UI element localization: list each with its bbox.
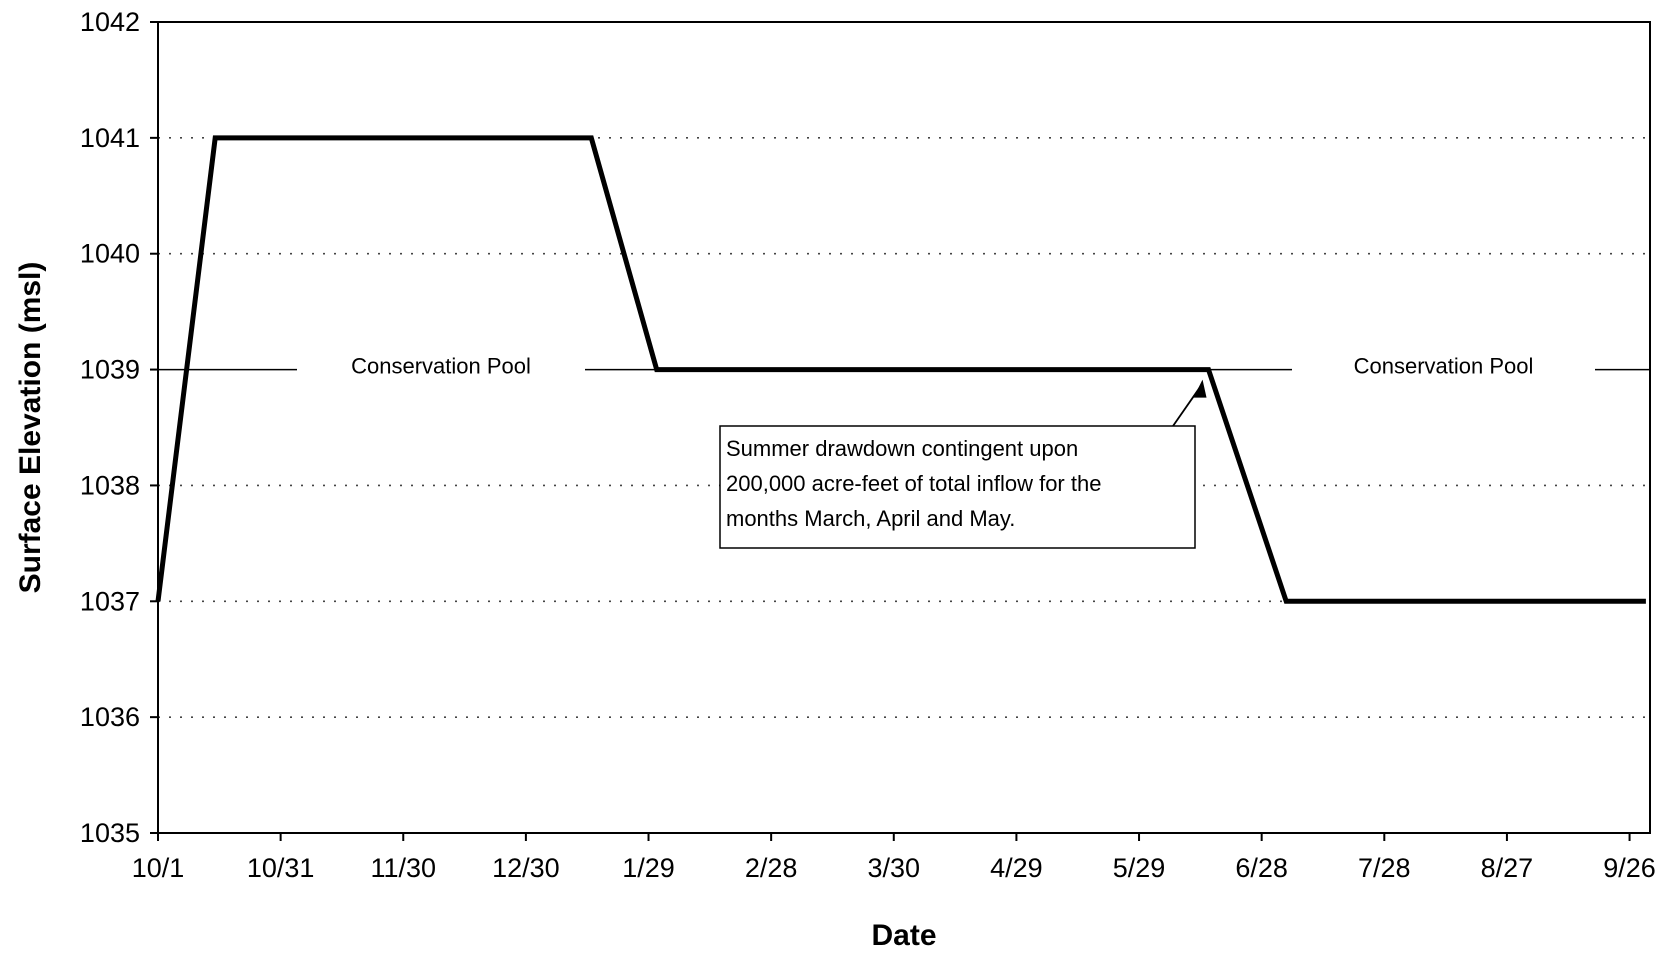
x-tick-label: 7/28 bbox=[1358, 853, 1411, 883]
x-tick-label: 11/30 bbox=[370, 853, 436, 883]
plot-frame bbox=[157, 21, 1651, 834]
x-tick-label: 1/29 bbox=[622, 853, 675, 883]
y-axis-title: Surface Elevation (msl) bbox=[14, 262, 47, 594]
x-tick-label: 3/30 bbox=[867, 853, 920, 883]
x-tick-label: 9/26 bbox=[1603, 853, 1656, 883]
x-tick-label: 10/31 bbox=[247, 853, 315, 883]
y-tick-label: 1037 bbox=[80, 586, 140, 616]
conservation-pool-label: Conservation Pool bbox=[1354, 354, 1534, 379]
x-tick-label: 10/1 bbox=[132, 853, 185, 883]
annotation-text-line: months March, April and May. bbox=[726, 506, 1015, 531]
x-axis-title: Date bbox=[871, 919, 936, 952]
x-tick-label: 5/29 bbox=[1113, 853, 1166, 883]
y-tick-label: 1040 bbox=[80, 239, 140, 269]
x-tick-label: 2/28 bbox=[745, 853, 798, 883]
annotation-box bbox=[719, 425, 1196, 549]
y-tick-label: 1036 bbox=[80, 702, 140, 732]
x-tick-label: 6/28 bbox=[1235, 853, 1288, 883]
y-tick-label: 1041 bbox=[80, 123, 140, 153]
conservation-pool-label: Conservation Pool bbox=[351, 354, 531, 379]
y-tick-label: 1039 bbox=[80, 355, 140, 385]
x-tick-label: 8/27 bbox=[1481, 853, 1534, 883]
y-tick-label: 1042 bbox=[80, 7, 140, 37]
annotation-text-line: Summer drawdown contingent upon bbox=[726, 436, 1078, 461]
annotation-text-line: 200,000 acre-feet of total inflow for th… bbox=[726, 471, 1101, 496]
annotation-arrowhead bbox=[1193, 379, 1207, 398]
y-tick-label: 1038 bbox=[80, 470, 140, 500]
x-tick-label: 4/29 bbox=[990, 853, 1043, 883]
y-tick-label: 1035 bbox=[80, 818, 140, 848]
x-tick-label: 12/30 bbox=[492, 853, 560, 883]
